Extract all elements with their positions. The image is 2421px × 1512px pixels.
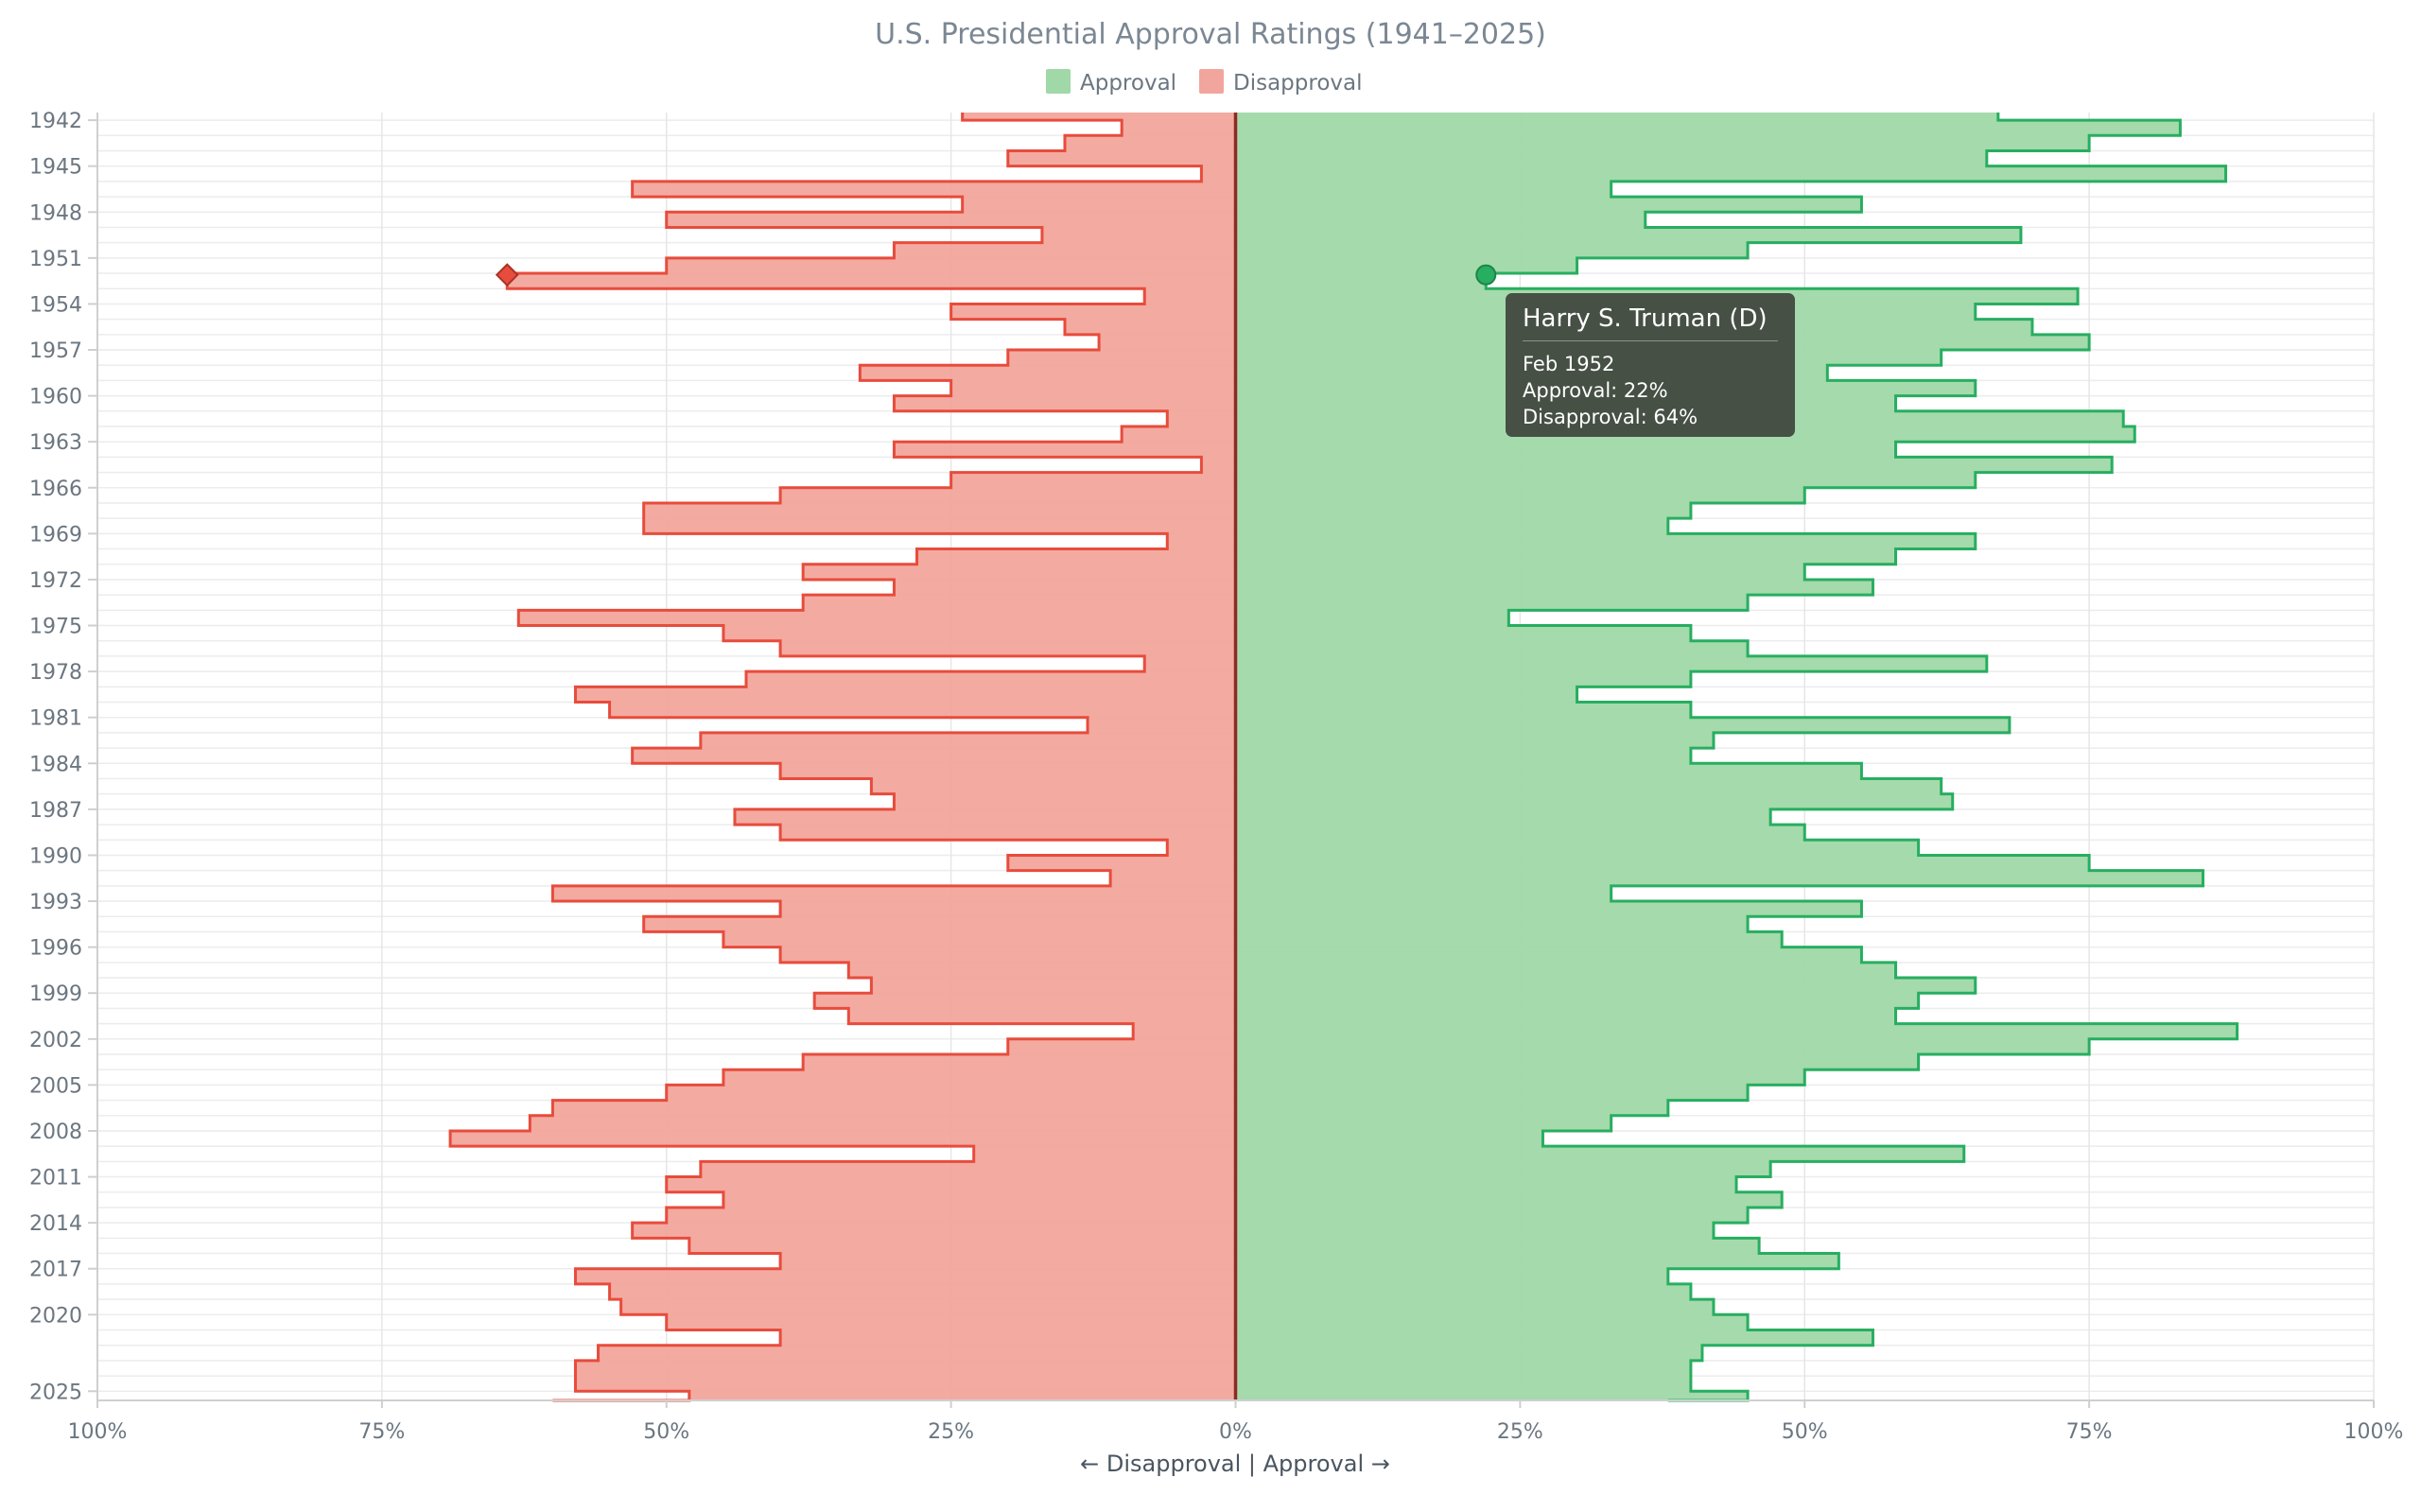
legend-label-disapproval[interactable]: Disapproval [1233, 71, 1363, 96]
x-tick-label: 25% [928, 1420, 974, 1444]
x-tick-label: 100% [68, 1420, 128, 1444]
y-tick-label: 1966 [29, 478, 82, 501]
y-tick-label: 2020 [29, 1304, 82, 1328]
y-tick-label: 1978 [29, 661, 82, 685]
x-tick-label: 100% [2344, 1420, 2404, 1444]
y-tick-label: 2017 [29, 1259, 82, 1282]
plot-areas [448, 113, 2239, 1402]
y-tick-label: 1969 [29, 523, 82, 547]
y-tick-label: 1984 [29, 753, 82, 776]
y-tick-label: 2005 [29, 1074, 82, 1098]
x-tick-label: 0% [1219, 1420, 1252, 1444]
y-tick-label: 1987 [29, 799, 82, 823]
approval-area [1235, 113, 2238, 1400]
x-tick-label: 25% [1497, 1420, 1543, 1444]
tooltip-date: Feb 1952 [1523, 353, 1615, 375]
y-tick-label: 2011 [29, 1167, 82, 1190]
legend-swatch-disapproval[interactable] [1199, 69, 1224, 94]
y-tick-label: 1945 [29, 156, 82, 180]
hover-marker-approval[interactable] [1475, 264, 1497, 286]
y-tick-label: 1948 [29, 201, 82, 225]
legend-swatch-approval[interactable] [1046, 69, 1071, 94]
y-tick-label: 2014 [29, 1212, 82, 1236]
hover-marker-disapproval[interactable] [495, 263, 519, 287]
y-tick-label: 1993 [29, 891, 82, 914]
tooltip-disapproval: Disapproval: 64% [1523, 406, 1698, 428]
legend: Approval Disapproval [1046, 69, 1363, 96]
y-tick-label: 1942 [29, 110, 82, 133]
y-tick-label: 1996 [29, 937, 82, 961]
y-tick-label: 1957 [29, 339, 82, 363]
x-axis-title: ← Disapproval | Approval → [1080, 1451, 1390, 1477]
tooltip-approval: Approval: 22% [1523, 379, 1668, 402]
axes: 1942 1945 1948 1951 1954 1957 1960 1963 1966 1969… [29, 110, 2403, 1444]
chart-title: U.S. Presidential Approval Ratings (1941… [875, 18, 1546, 51]
y-tick-label: 1960 [29, 386, 82, 409]
y-tick-label: 1981 [29, 707, 82, 731]
legend-label-approval[interactable]: Approval [1080, 71, 1176, 96]
y-tick-label: 1972 [29, 569, 82, 593]
disapproval-line [448, 113, 1203, 1402]
y-tick-label: 1999 [29, 982, 82, 1006]
tooltip-president: Harry S. Truman (D) [1523, 304, 1778, 341]
y-tick-label: 1975 [29, 616, 82, 639]
y-tick-label: 1951 [29, 248, 82, 271]
approval-line [1484, 113, 2239, 1402]
x-tick-label: 75% [358, 1420, 405, 1444]
y-tick-label: 2025 [29, 1381, 82, 1404]
x-tick-label: 75% [2066, 1420, 2113, 1444]
x-tick-label: 50% [1782, 1420, 1828, 1444]
y-tick-label: 1954 [29, 293, 82, 317]
y-tick-label: 1963 [29, 431, 82, 455]
disapproval-area [450, 113, 1236, 1400]
x-tick-label: 50% [643, 1420, 689, 1444]
y-tick-label: 1990 [29, 844, 82, 868]
y-tick-label: 2008 [29, 1121, 82, 1144]
hover-tooltip: Harry S. Truman (D) Feb 1952 Approval: 2… [1506, 293, 1795, 437]
y-tick-label: 2002 [29, 1029, 82, 1052]
